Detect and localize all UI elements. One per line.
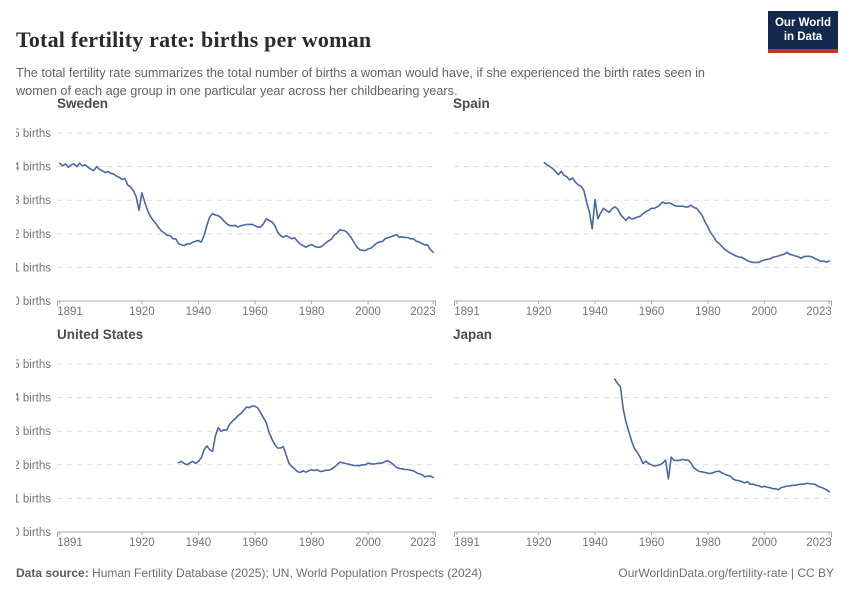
- svg-text:3 births: 3 births: [16, 426, 51, 438]
- panel-sweden: Sweden 1891 1920 1940 1960 1980 2000 2023 0 bir…: [16, 96, 437, 323]
- data-source-note: Data source: Human Fertility Database (2…: [16, 566, 482, 580]
- spain-line-chart: 1891 1920 1940 1960 1980 2000 2023: [454, 132, 832, 318]
- svg-text:1891: 1891: [57, 537, 83, 549]
- svg-text:5 births: 5 births: [16, 128, 51, 140]
- svg-text:1940: 1940: [582, 306, 608, 318]
- svg-text:1980: 1980: [299, 537, 325, 549]
- panel-united-states: United States 1891 1920 1940 1960 1980 2000 20…: [16, 327, 437, 554]
- svg-text:1940: 1940: [582, 537, 608, 549]
- svg-text:4 births: 4 births: [16, 393, 51, 405]
- svg-text:2000: 2000: [752, 537, 778, 549]
- panel-japan: Japan 1891 1920 1940 1960 1980 2000 2023: [453, 327, 833, 554]
- chart-footer: Data source: Human Fertility Database (2…: [16, 566, 834, 580]
- svg-text:1960: 1960: [242, 537, 268, 549]
- svg-text:1920: 1920: [129, 537, 155, 549]
- svg-text:2023: 2023: [410, 537, 436, 549]
- svg-text:1891: 1891: [454, 306, 480, 318]
- svg-text:3 births: 3 births: [16, 195, 51, 207]
- sweden-line-chart: 1891 1920 1940 1960 1980 2000 2023 0 births 1 bi…: [16, 128, 436, 318]
- svg-text:2023: 2023: [806, 537, 832, 549]
- panel-title-spain: Spain: [453, 96, 490, 111]
- owid-url-license: OurWorldinData.org/fertility-rate | CC B…: [618, 566, 834, 580]
- svg-text:1891: 1891: [454, 537, 480, 549]
- panel-spain: Spain 1891 1920 1940 1960 1980 2000 2023: [453, 96, 833, 323]
- data-source-label: Data source:: [16, 566, 89, 580]
- svg-text:0 births: 0 births: [16, 296, 51, 308]
- owid-logo-line2: in Data: [783, 30, 823, 43]
- united-states-line-chart: 1891 1920 1940 1960 1980 2000 2023 0 births 1 bi…: [16, 359, 436, 549]
- svg-text:4 births: 4 births: [16, 162, 51, 174]
- panel-title-japan: Japan: [453, 327, 493, 342]
- svg-text:1920: 1920: [129, 306, 155, 318]
- svg-text:1980: 1980: [299, 306, 325, 318]
- svg-text:2023: 2023: [806, 306, 832, 318]
- panel-title-united-states: United States: [57, 327, 144, 342]
- data-source-text: Human Fertility Database (2025); UN, Wor…: [88, 566, 482, 580]
- svg-text:1980: 1980: [695, 537, 721, 549]
- svg-text:1980: 1980: [695, 306, 721, 318]
- svg-text:1920: 1920: [526, 537, 552, 549]
- svg-text:1 births: 1 births: [16, 262, 51, 274]
- owid-logo-line1: Our World: [774, 17, 831, 29]
- panel-title-sweden: Sweden: [57, 96, 109, 111]
- svg-text:1891: 1891: [57, 306, 83, 318]
- japan-line-chart: 1891 1920 1940 1960 1980 2000 2023: [454, 363, 832, 549]
- svg-text:2023: 2023: [410, 306, 436, 318]
- svg-text:1960: 1960: [639, 537, 665, 549]
- svg-text:1960: 1960: [639, 306, 665, 318]
- svg-text:1960: 1960: [242, 306, 268, 318]
- svg-text:1940: 1940: [186, 537, 212, 549]
- chart-subtitle: The total fertility rate summarizes the …: [16, 65, 705, 98]
- svg-text:2 births: 2 births: [16, 460, 51, 472]
- svg-text:5 births: 5 births: [16, 359, 51, 371]
- svg-text:2000: 2000: [355, 537, 381, 549]
- svg-text:0 births: 0 births: [16, 527, 51, 539]
- svg-text:1920: 1920: [526, 306, 552, 318]
- page-title: Total fertility rate: births per woman: [16, 26, 372, 52]
- svg-text:2 births: 2 births: [16, 229, 51, 241]
- svg-text:2000: 2000: [355, 306, 381, 318]
- svg-text:2000: 2000: [752, 306, 778, 318]
- owid-logo: Our World in Data: [768, 11, 838, 53]
- svg-text:1940: 1940: [186, 306, 212, 318]
- svg-text:1 births: 1 births: [16, 493, 51, 505]
